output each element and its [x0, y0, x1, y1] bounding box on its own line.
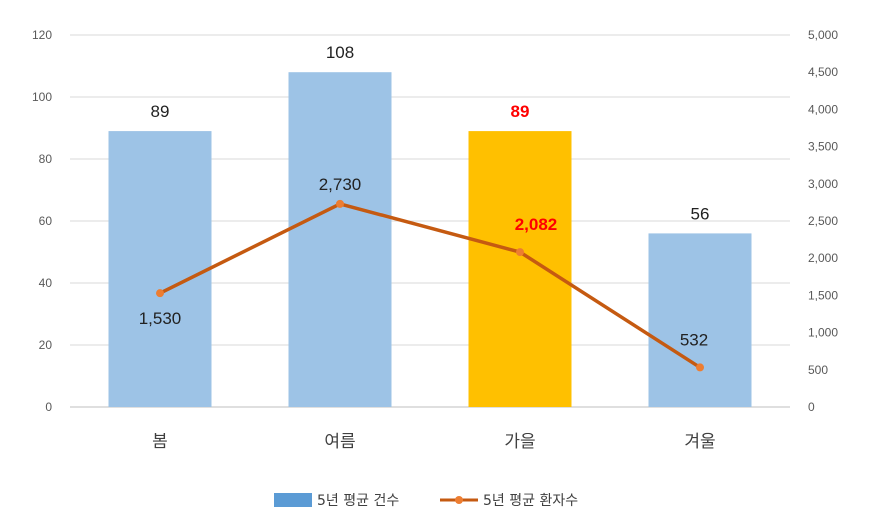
left-tick-label: 100: [32, 90, 52, 104]
line-path: [159, 202, 701, 369]
left-tick-label: 80: [39, 152, 53, 166]
right-tick-label: 1,500: [808, 288, 838, 302]
bar-value-label: 89: [151, 102, 170, 121]
line-marker: [336, 199, 344, 208]
line-series: [156, 199, 704, 372]
left-tick-label: 20: [39, 338, 53, 352]
left-tick-label: 0: [45, 400, 52, 414]
right-tick-label: 500: [808, 363, 828, 377]
right-tick-label: 3,500: [808, 140, 838, 154]
bar: [648, 233, 752, 407]
right-tick-label: 5,000: [808, 28, 838, 42]
right-tick-label: 1,000: [808, 326, 838, 340]
legend-line-marker: [455, 496, 463, 504]
left-tick-label: 40: [39, 276, 53, 290]
line-value-label: 1,530: [139, 309, 182, 328]
bar-value-label: 108: [326, 43, 354, 62]
category-labels: 봄 여름 가을 겨울: [152, 432, 715, 452]
bar: [288, 72, 392, 407]
bar-series: [108, 72, 752, 407]
right-axis-ticks: 0 500 1,000 1,500 2,000 2,500 3,000 3,500 4,000 4…: [808, 28, 838, 414]
left-tick-label: 120: [32, 28, 52, 42]
bar: [468, 131, 572, 407]
right-tick-label: 0: [808, 400, 815, 414]
legend-line-label: 5년 평균 환자수: [483, 493, 578, 509]
bar: [108, 131, 212, 407]
left-tick-label: 60: [39, 214, 53, 228]
category-label: 가을: [504, 432, 535, 452]
category-label: 겨울: [684, 432, 715, 452]
right-tick-label: 4,000: [808, 102, 838, 116]
right-tick-label: 4,500: [808, 65, 838, 79]
line-value-label: 2,082: [515, 215, 558, 234]
line-marker: [156, 289, 164, 298]
bar-value-label: 89: [511, 102, 530, 121]
line-marker: [516, 248, 524, 257]
line-value-label: 532: [680, 330, 708, 349]
legend: 5년 평균 건수 5년 평균 환자수: [274, 493, 578, 509]
right-tick-label: 3,000: [808, 177, 838, 191]
legend-bar-swatch: [274, 493, 312, 507]
category-label: 봄: [152, 432, 168, 452]
bar-value-label: 56: [691, 204, 710, 223]
right-tick-label: 2,500: [808, 214, 838, 228]
line-marker: [696, 363, 704, 372]
right-tick-label: 2,000: [808, 251, 838, 265]
category-label: 여름: [324, 432, 355, 452]
legend-bar-label: 5년 평균 건수: [317, 493, 399, 509]
line-value-label: 2,730: [319, 175, 362, 194]
left-axis-ticks: 0 20 40 60 80 100 120: [32, 28, 52, 414]
bar-data-labels: 89 108 89 56: [151, 43, 710, 223]
line-data-labels: 1,530 2,730 2,082 532: [139, 175, 708, 350]
